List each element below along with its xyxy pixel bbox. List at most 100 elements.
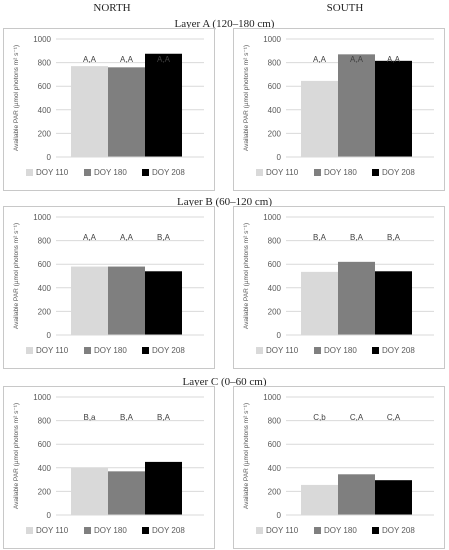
legend-label: DOY 208: [152, 346, 185, 355]
y-axis-label: Available PAR (µmol photons m² s⁻¹): [243, 403, 250, 509]
y-tick-label: 1000: [33, 35, 51, 44]
legend-swatch: [84, 169, 91, 176]
legend-swatch: [314, 527, 321, 534]
legend-label: DOY 110: [36, 168, 69, 177]
data-label: A,A: [157, 55, 171, 64]
data-label: A,A: [313, 55, 327, 64]
legend-swatch: [256, 347, 263, 354]
legend-label: DOY 208: [152, 168, 185, 177]
legend-label: DOY 110: [266, 168, 299, 177]
y-tick-label: 400: [38, 284, 52, 293]
layer-b-title: Layer B (60–120 cm): [177, 196, 272, 208]
y-tick-label: 200: [38, 129, 52, 138]
data-label: A,A: [120, 55, 134, 64]
y-tick-label: 1000: [33, 213, 51, 222]
legend-label: DOY 180: [94, 168, 127, 177]
bar-doy-180: [338, 474, 375, 515]
bar-doy-208: [145, 271, 182, 335]
y-tick-label: 600: [38, 260, 52, 269]
y-tick-label: 600: [268, 82, 282, 91]
y-axis-label: Available PAR (µmol photons m² s⁻¹): [243, 45, 250, 151]
bar-doy-110: [301, 271, 338, 335]
legend-swatch: [256, 169, 263, 176]
y-tick-label: 800: [268, 237, 282, 246]
legend-swatch: [314, 347, 321, 354]
bar-doy-208: [145, 53, 182, 157]
y-axis-label: Available PAR (µmol photons m² s⁻¹): [243, 223, 250, 329]
y-tick-label: 200: [268, 307, 282, 316]
chart-svg: 0 200 400 600 800 1000 Available PAR (µmol pho…: [13, 393, 204, 535]
data-label: C,b: [313, 413, 326, 422]
data-label: A,A: [387, 55, 401, 64]
legend-label: DOY 180: [94, 346, 127, 355]
y-tick-label: 600: [268, 440, 282, 449]
y-tick-label: 800: [268, 59, 282, 68]
data-label: B,A: [157, 233, 171, 242]
data-label: A,A: [120, 233, 134, 242]
data-label: C,A: [350, 413, 364, 422]
bar-doy-110: [301, 484, 338, 515]
legend-swatch: [256, 527, 263, 534]
y-tick-label: 400: [268, 106, 282, 115]
chart-panel-b-north: 0 200 400 600 800 1000 Available PAR (µmol pho…: [3, 206, 215, 369]
data-label: A,A: [83, 55, 97, 64]
data-label: B,A: [350, 233, 364, 242]
chart-panel-a-north: 0 200 400 600 800 1000 Available PAR (µmol pho…: [3, 28, 215, 191]
legend-label: DOY 208: [382, 346, 415, 355]
y-tick-label: 0: [47, 511, 52, 520]
y-tick-label: 800: [38, 417, 52, 426]
chart-panel-a-south: 0 200 400 600 800 1000 Available PAR (µmol pho…: [233, 28, 445, 191]
layer-a-title: Layer A (120–180 cm): [174, 18, 275, 30]
data-label: C,A: [387, 413, 401, 422]
legend-swatch: [26, 347, 33, 354]
legend-swatch: [372, 347, 379, 354]
y-tick-label: 400: [38, 464, 52, 473]
chart-svg: 0 200 400 600 800 1000 Available PAR (µmol pho…: [13, 213, 204, 355]
legend-label: DOY 208: [382, 526, 415, 535]
legend-label: DOY 110: [266, 346, 299, 355]
legend-label: DOY 180: [324, 168, 357, 177]
legend-swatch: [26, 527, 33, 534]
legend-swatch: [84, 347, 91, 354]
y-tick-label: 0: [277, 511, 282, 520]
y-tick-label: 800: [38, 59, 52, 68]
legend-swatch: [84, 527, 91, 534]
data-label: A,A: [350, 55, 364, 64]
bar-doy-180: [108, 67, 145, 157]
bar-doy-110: [301, 80, 338, 157]
y-axis-label: Available PAR (µmol photons m² s⁻¹): [13, 45, 20, 151]
legend-label: DOY 110: [36, 526, 69, 535]
y-tick-label: 1000: [263, 393, 281, 402]
y-tick-label: 600: [268, 260, 282, 269]
y-tick-label: 400: [268, 464, 282, 473]
bar-doy-180: [108, 471, 145, 515]
bar-doy-208: [375, 60, 412, 157]
legend-label: DOY 180: [324, 526, 357, 535]
y-tick-label: 800: [38, 237, 52, 246]
y-tick-label: 600: [38, 82, 52, 91]
y-tick-label: 400: [38, 106, 52, 115]
y-tick-label: 200: [38, 307, 52, 316]
layer-c-title: Layer C (0–60 cm): [182, 376, 267, 388]
y-tick-label: 0: [277, 153, 282, 162]
y-tick-label: 1000: [263, 213, 281, 222]
y-tick-label: 0: [47, 153, 52, 162]
y-tick-label: 400: [268, 284, 282, 293]
data-label: B,A: [120, 413, 134, 422]
bar-doy-180: [338, 54, 375, 158]
legend-label: DOY 208: [382, 168, 415, 177]
y-tick-label: 600: [38, 440, 52, 449]
bar-doy-208: [375, 271, 412, 335]
y-tick-label: 200: [38, 487, 52, 496]
north-header: NORTH: [93, 2, 131, 14]
chart-svg: 0 200 400 600 800 1000 Available PAR (µmol pho…: [243, 393, 434, 535]
data-label: B,A: [387, 233, 401, 242]
chart-svg: 0 200 400 600 800 1000 Available PAR (µmol pho…: [243, 35, 434, 177]
bar-doy-180: [108, 266, 145, 335]
data-label: A,A: [83, 233, 97, 242]
south-header: SOUTH: [326, 2, 364, 14]
data-label: B,A: [157, 413, 171, 422]
y-tick-label: 200: [268, 129, 282, 138]
bar-doy-180: [338, 261, 375, 335]
legend-label: DOY 180: [324, 346, 357, 355]
